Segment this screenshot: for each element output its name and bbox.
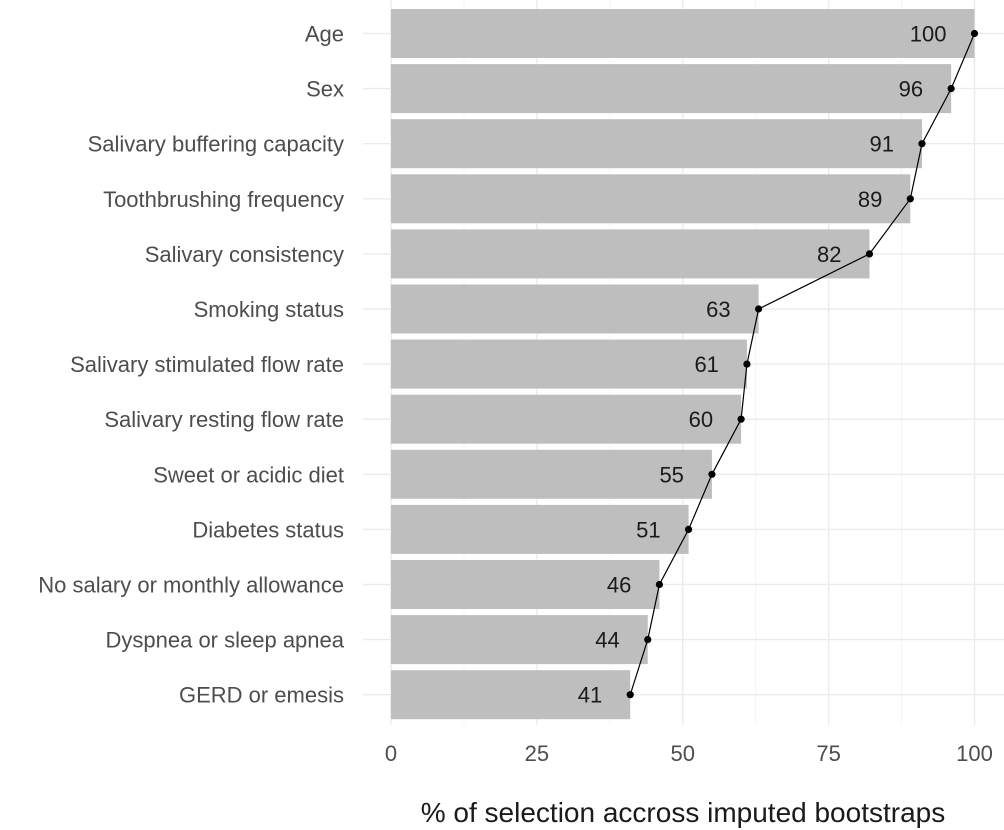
category-label: Salivary stimulated flow rate: [70, 352, 344, 377]
bar: [391, 560, 660, 609]
bars: [391, 9, 975, 720]
bar: [391, 339, 747, 389]
category-label: Salivary buffering capacity: [88, 132, 344, 157]
x-tick-label: 50: [671, 741, 695, 766]
bar: [391, 64, 952, 114]
trend-point: [684, 525, 693, 534]
data-label: 60: [689, 407, 713, 432]
bar: [391, 174, 911, 224]
category-label: Salivary consistency: [145, 242, 344, 267]
category-label: No salary or monthly allowance: [38, 573, 344, 598]
trend-point: [947, 85, 955, 93]
data-label: 100: [910, 22, 947, 47]
data-label: 91: [870, 132, 894, 157]
bar: [391, 615, 648, 665]
selection-trend-line: [626, 29, 979, 699]
data-label: 55: [659, 462, 683, 487]
x-tick-label: 25: [525, 741, 549, 766]
category-label: Salivary resting flow rate: [104, 407, 344, 432]
category-label: Dyspnea or sleep apnea: [106, 628, 345, 653]
data-label: 41: [578, 683, 602, 708]
trend-point: [918, 140, 926, 148]
data-label: 82: [817, 242, 841, 267]
x-tick-label: 100: [956, 741, 993, 766]
category-labels: Age Sex Salivary buffering capacity Toothbr…: [38, 22, 344, 708]
category-label: Sweet or acidic diet: [153, 462, 344, 487]
value-labels: 100 96 91 89 82 63 61 60 55 51 46 44 41: [578, 22, 947, 708]
data-label: 51: [636, 517, 660, 542]
category-label: Sex: [306, 77, 344, 102]
data-label: 89: [858, 187, 882, 212]
bar: [391, 9, 975, 58]
trend-point: [644, 636, 652, 644]
x-tick-label: 75: [816, 741, 840, 766]
data-label: 46: [607, 573, 631, 598]
category-label: Age: [305, 22, 344, 47]
x-tick-label: 0: [385, 741, 397, 766]
bar: [391, 670, 631, 720]
bar: [391, 394, 742, 444]
data-label: 63: [706, 297, 730, 322]
trend-point: [970, 29, 979, 38]
trend-point: [626, 691, 634, 699]
x-tick-labels: 0 25 50 75 100: [385, 741, 993, 766]
trend-point: [755, 305, 763, 313]
bar: [391, 449, 712, 499]
data-label: 44: [595, 628, 619, 653]
trend-point: [737, 415, 745, 423]
data-label: 61: [694, 352, 718, 377]
category-label: Smoking status: [194, 297, 344, 322]
trend-point: [743, 360, 751, 368]
trend-point: [865, 250, 874, 258]
category-label: Toothbrushing frequency: [103, 187, 344, 212]
x-axis-title: % of selection accross imputed bootstrap…: [421, 797, 945, 828]
category-label: GERD or emesis: [179, 683, 344, 708]
bar: [391, 229, 870, 279]
bar: [391, 504, 689, 554]
bar: [391, 119, 922, 169]
trend-point: [708, 470, 716, 478]
trend-point: [906, 195, 914, 203]
category-label: Diabetes status: [192, 517, 344, 542]
trend-point: [655, 580, 664, 589]
data-label: 96: [899, 77, 923, 102]
bar: [391, 284, 759, 334]
